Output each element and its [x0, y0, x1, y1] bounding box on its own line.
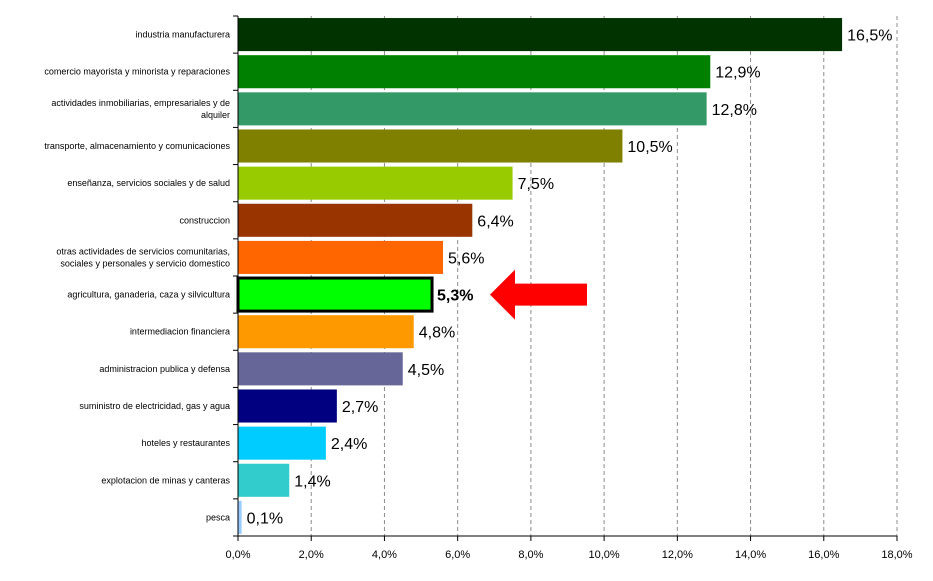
x-tick-label: 8,0%	[518, 549, 543, 561]
x-tick-label: 6,0%	[445, 549, 470, 561]
value-label: 10,5%	[627, 139, 672, 156]
bar	[238, 166, 513, 200]
category-label: actividades inmobiliarias, empresariales…	[51, 98, 230, 108]
category-label: intermediacion financiera	[130, 327, 230, 337]
bar	[238, 352, 403, 386]
value-label: 12,9%	[715, 65, 760, 82]
bar	[238, 129, 623, 163]
bar	[238, 500, 242, 534]
x-tick-labels: 0,0% 2,0% 4,0% 6,0% 8,0% 10,0% 12,0% 14,0% 16,0%…	[225, 549, 912, 561]
value-label: 4,8%	[419, 325, 455, 342]
value-label: 0,1%	[247, 510, 283, 527]
category-label: suministro de electricidad, gas y agua	[79, 401, 230, 411]
x-tick-label: 18,0%	[881, 549, 912, 561]
value-label: 16,5%	[847, 28, 892, 45]
value-label: 4,5%	[408, 362, 444, 379]
bars	[236, 18, 843, 534]
category-labels: industria manufacturera comercio mayorist…	[44, 30, 230, 523]
category-label: enseñanza, servicios sociales y de salud	[67, 178, 230, 188]
value-label: 2,4%	[331, 436, 367, 453]
value-label: 2,7%	[342, 399, 378, 416]
bar	[238, 315, 414, 349]
bar	[238, 18, 843, 52]
category-label: otras actividades de servicios comunitar…	[56, 246, 230, 256]
bar	[238, 92, 707, 126]
x-tick-label: 0,0%	[225, 549, 250, 561]
highlight-marker	[490, 269, 587, 320]
bar	[238, 463, 290, 497]
category-label: hoteles y restaurantes	[141, 438, 230, 448]
x-tick-label: 14,0%	[735, 549, 766, 561]
category-label: alquiler	[201, 110, 230, 120]
axes	[233, 15, 898, 541]
bar	[238, 240, 444, 274]
x-tick-label: 12,0%	[662, 549, 693, 561]
category-label: industria manufacturera	[135, 30, 230, 40]
highlight-arrow	[490, 269, 587, 320]
x-tick-label: 4,0%	[372, 549, 397, 561]
value-label: 6,4%	[477, 213, 513, 230]
bar	[236, 276, 434, 313]
category-label: administracion publica y defensa	[99, 364, 230, 374]
category-label: sociales y personales y servicio domesti…	[60, 258, 230, 268]
value-labels: 16,5% 12,9% 12,8% 10,5% 7,5% 6,4% 5,6% 5,3% 4,8%…	[247, 28, 893, 528]
value-label: 1,4%	[294, 473, 330, 490]
x-tick-label: 16,0%	[808, 549, 839, 561]
category-label: pesca	[206, 512, 230, 522]
value-label: 5,6%	[448, 250, 484, 267]
bar	[238, 55, 711, 89]
value-label: 12,8%	[712, 102, 757, 119]
x-tick-label: 10,0%	[589, 549, 620, 561]
bar	[238, 389, 337, 423]
category-label: construccion	[179, 215, 230, 225]
category-label: comercio mayorista y minorista y reparac…	[44, 67, 230, 77]
category-label: transporte, almacenamiento y comunicacio…	[44, 141, 230, 151]
bar	[238, 426, 326, 460]
value-label: 5,3%	[437, 288, 473, 305]
category-label: agricultura, ganaderia, caza y silvicult…	[67, 290, 230, 300]
category-label: explotacion de minas y canteras	[101, 475, 230, 485]
x-tick-label: 2,0%	[299, 549, 324, 561]
bar	[238, 203, 473, 237]
value-label: 7,5%	[518, 176, 554, 193]
